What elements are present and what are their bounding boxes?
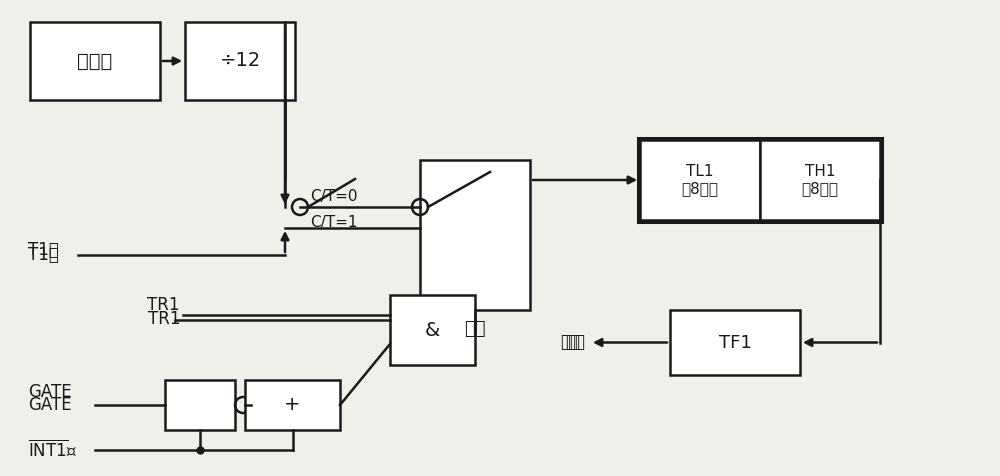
Text: 振荡器: 振荡器 [77, 51, 113, 70]
Text: TH1
（8位）: TH1 （8位） [802, 164, 838, 196]
Text: &: & [425, 320, 440, 339]
Bar [390, 295, 475, 365]
Text: TR1: TR1 [147, 296, 180, 314]
Text: GATE: GATE [28, 396, 72, 414]
Text: C/T=1: C/T=1 [310, 215, 358, 229]
Text: GATE: GATE [28, 383, 72, 401]
Text: 中断: 中断 [560, 333, 580, 351]
Bar [760, 140, 880, 220]
Bar [638, 138, 882, 222]
Text: 控制: 控制 [464, 320, 486, 338]
Bar [185, 22, 295, 100]
Bar [420, 160, 530, 310]
Text: 中断: 中断 [565, 334, 585, 351]
Bar [245, 380, 340, 430]
Bar [640, 140, 760, 220]
Text: ÷12: ÷12 [219, 51, 261, 70]
Text: TR1: TR1 [148, 310, 180, 328]
Text: TL1
（8位）: TL1 （8位） [682, 164, 718, 196]
Text: C/T=0: C/T=0 [310, 188, 358, 204]
Text: T1脚: T1脚 [28, 246, 59, 264]
Text: $\overline{\mathrm{INT1}}$脚: $\overline{\mathrm{INT1}}$脚 [28, 440, 77, 460]
Text: +: + [284, 396, 301, 415]
Bar [30, 22, 160, 100]
Bar [670, 310, 800, 375]
Text: TF1: TF1 [719, 334, 751, 351]
Bar [165, 380, 235, 430]
Text: T1脚: T1脚 [28, 241, 59, 259]
